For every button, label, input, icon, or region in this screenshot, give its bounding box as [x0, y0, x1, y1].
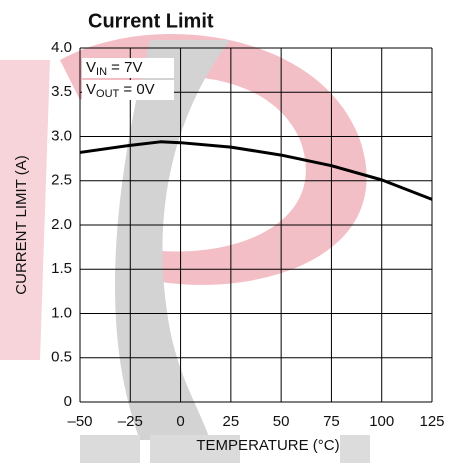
- data-line: [79, 140, 433, 201]
- annotation-background: [82, 58, 174, 78]
- y-tick-label: 1.0: [51, 304, 72, 321]
- y-tick-label: 1.5: [51, 260, 72, 277]
- annotation: VIN = 7V: [86, 59, 142, 78]
- watermark-band: [0, 60, 50, 360]
- watermark-block: [150, 435, 240, 463]
- x-tick-label: –25: [118, 413, 143, 430]
- watermark-band: [115, 40, 230, 440]
- x-tick-label: –50: [67, 413, 92, 430]
- annotation-main: V: [86, 59, 96, 76]
- annotation-sub: IN: [96, 66, 107, 78]
- x-tick-label: 50: [273, 413, 290, 430]
- x-tick-label: 100: [369, 413, 394, 430]
- y-tick-label: 0.5: [51, 349, 72, 366]
- x-tick-label: 25: [223, 413, 240, 430]
- y-tick-label: 3.5: [51, 83, 72, 100]
- x-tick-label: 0: [176, 413, 184, 430]
- annotation-background: [82, 80, 174, 100]
- annotation-main: V: [86, 81, 96, 98]
- watermark-block: [340, 435, 370, 463]
- y-tick-label: 0: [64, 393, 72, 410]
- y-tick-label: 2.5: [51, 172, 72, 189]
- x-axis-label: TEMPERATURE (°C): [196, 437, 339, 454]
- y-tick-label: 2.0: [51, 216, 72, 233]
- watermark: [0, 34, 370, 463]
- annotation-sub: OUT: [96, 88, 120, 100]
- annotation-rest: = 7V: [107, 59, 142, 76]
- watermark-block: [80, 435, 140, 463]
- annotation-rest: = 0V: [119, 81, 154, 98]
- watermark-arc: [60, 34, 367, 285]
- y-tick-label: 3.0: [51, 127, 72, 144]
- chart-title: Current Limit: [88, 10, 214, 32]
- x-tick-label: 125: [419, 413, 444, 430]
- y-tick-label: 4.0: [51, 39, 72, 56]
- x-tick-label: 75: [323, 413, 340, 430]
- y-axis-label: CURRENT LIMIT (A): [13, 155, 30, 294]
- annotation: VOUT = 0V: [86, 81, 155, 100]
